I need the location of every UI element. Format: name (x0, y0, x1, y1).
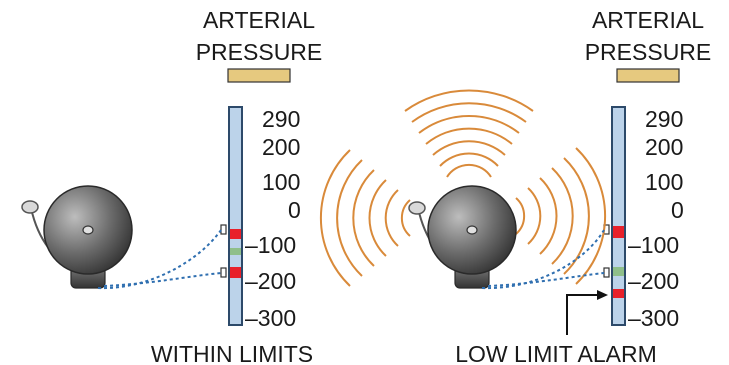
panel-low-limit-alarm: ARTERIAL PRESSURE 290 200 100 0 –100 –20… (321, 7, 711, 365)
scale-label: 0 (671, 197, 684, 223)
low-limit-marker (230, 267, 241, 278)
scale-label: –100 (245, 232, 296, 258)
gauge-title-line2: PRESSURE (585, 39, 712, 65)
scale-label: –100 (628, 232, 679, 258)
scale-label: –300 (245, 305, 296, 331)
alarm-bell-icon (22, 186, 132, 288)
scale-label: –300 (628, 305, 679, 331)
alarm-bell-icon (409, 186, 516, 288)
gauge-title-bar (617, 69, 679, 82)
scale-label: 100 (262, 169, 300, 195)
pressure-marker (230, 248, 241, 255)
scale-label: 0 (288, 197, 301, 223)
callout-arrow-line (567, 295, 600, 335)
panel-within-limits: ARTERIAL PRESSURE 290 200 100 0 –100 –20… (22, 7, 322, 365)
gauge-title-line2: PRESSURE (196, 39, 323, 65)
gauge-title-line1: ARTERIAL (203, 7, 315, 33)
high-limit-marker (613, 226, 624, 238)
scale-label: 200 (645, 134, 683, 160)
callout-arrow-head-icon (597, 290, 608, 300)
low-limit-marker (613, 289, 624, 298)
pressure-marker (613, 267, 624, 276)
low-limit-contact (221, 268, 226, 277)
wire-low (488, 273, 604, 286)
gauge-title-bar (228, 69, 290, 82)
scale-label: –200 (245, 268, 296, 294)
scale-label: –200 (628, 268, 679, 294)
scale-label: 200 (262, 134, 300, 160)
high-limit-marker (230, 229, 241, 239)
scale-label: 290 (262, 106, 300, 132)
scale-label: 100 (645, 169, 683, 195)
low-limit-contact (604, 268, 609, 277)
gauge-title-line1: ARTERIAL (592, 7, 704, 33)
scale-label: 290 (645, 106, 683, 132)
caption-within-limits: WITHIN LIMITS (151, 341, 313, 365)
caption-low-limit-alarm: LOW LIMIT ALARM (455, 341, 657, 365)
high-limit-contact (221, 225, 226, 234)
pressure-gauge-column (229, 107, 242, 325)
